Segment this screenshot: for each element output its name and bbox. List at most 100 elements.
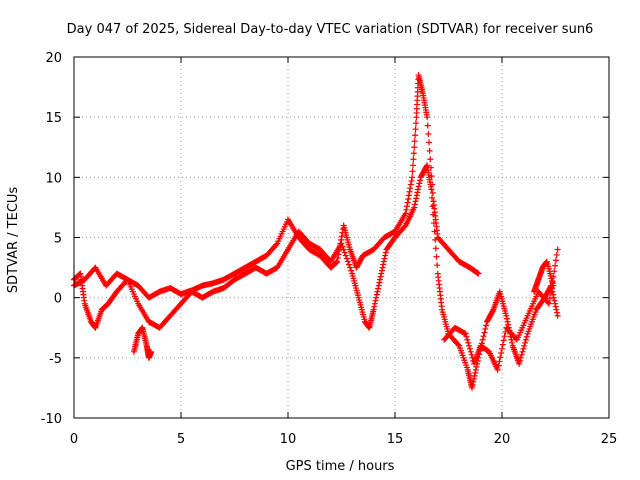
data-point (409, 168, 416, 175)
data-point (380, 261, 387, 268)
data-point (483, 322, 490, 329)
data-point (403, 206, 410, 213)
data-point (345, 261, 352, 268)
data-point (428, 186, 435, 193)
data-point (425, 131, 432, 138)
data-point (382, 252, 389, 259)
data-point (408, 177, 415, 184)
data-point (403, 203, 410, 210)
data-point (373, 294, 380, 301)
data-point (348, 267, 355, 274)
data-point (482, 325, 489, 332)
data-point (415, 183, 422, 190)
x-tick-labels: 0 5 10 15 20 25 (70, 432, 617, 447)
data-point (407, 185, 414, 192)
data-point (413, 195, 420, 202)
data-point (273, 241, 280, 248)
x-tick-label: 20 (494, 432, 511, 447)
y-tick-label: 0 (54, 292, 62, 307)
data-point (553, 251, 560, 258)
y-tick-label: -10 (41, 412, 62, 427)
data-point (471, 372, 478, 379)
data-point (412, 120, 419, 127)
x-tick-label: 0 (70, 432, 78, 447)
data-point (509, 339, 516, 346)
chart-title: Day 047 of 2025, Sidereal Day-to-day VTE… (67, 22, 594, 37)
data-point (378, 270, 385, 277)
data-point (546, 295, 553, 302)
data-point (521, 342, 528, 349)
data-point (519, 348, 526, 355)
data-point (545, 299, 552, 306)
data-point (338, 233, 345, 240)
data-point (504, 318, 511, 325)
x-tick-label: 10 (280, 432, 297, 447)
data-point (547, 289, 554, 296)
data-point (405, 195, 412, 202)
data-point (412, 198, 419, 205)
data-point (411, 201, 418, 208)
data-point (416, 180, 423, 187)
data-point (522, 339, 529, 346)
data-point (402, 210, 409, 217)
data-point (415, 186, 422, 193)
data-point (520, 345, 527, 352)
data-point (374, 288, 381, 295)
data-point (480, 333, 487, 340)
x-tick-label: 5 (177, 432, 185, 447)
data-point (501, 333, 508, 340)
y-tick-label: 15 (45, 111, 62, 126)
data-point (499, 345, 505, 352)
y-tick-label: 5 (54, 232, 62, 247)
data-point (404, 199, 411, 206)
data-point (552, 303, 559, 310)
x-axis-label: GPS time / hours (286, 459, 395, 474)
data-point (498, 350, 505, 357)
data-point (470, 375, 477, 382)
data-point (475, 270, 482, 277)
data-point (516, 357, 523, 364)
data-point (434, 262, 441, 269)
y-tick-label: -5 (49, 352, 62, 367)
data-point (468, 351, 475, 358)
data-point (412, 132, 419, 139)
data-point (430, 220, 437, 227)
data-point (406, 188, 413, 195)
axis-ticks (73, 56, 610, 419)
data-point (375, 282, 382, 289)
data-point (552, 257, 559, 264)
data-point (467, 348, 474, 355)
data-point (414, 189, 421, 196)
data-point (344, 258, 351, 265)
data-point (423, 163, 430, 170)
data-point (462, 330, 469, 337)
data-point (466, 342, 473, 349)
data-point (412, 126, 419, 133)
data-point (339, 243, 346, 250)
data-point (410, 150, 417, 157)
data-point (382, 249, 389, 256)
data-point (505, 321, 512, 328)
y-axis-label: SDTVAR / TECUs (6, 187, 21, 294)
data-point (523, 333, 530, 340)
data-point (426, 139, 433, 146)
data-point (494, 366, 501, 373)
x-tick-label: 15 (387, 432, 404, 447)
data-point (429, 189, 436, 196)
data-point (499, 341, 506, 348)
data-point (372, 297, 379, 304)
data-point (413, 192, 420, 199)
data-point (411, 204, 418, 211)
data-point (554, 312, 561, 319)
data-point (401, 223, 408, 230)
data-point (377, 276, 384, 283)
data-point (500, 337, 507, 344)
data-point (410, 156, 417, 163)
data-point (424, 122, 431, 129)
data-point (516, 360, 523, 367)
data-point (546, 300, 553, 307)
data-point (466, 345, 473, 352)
data-point (551, 297, 558, 304)
data-point (496, 358, 503, 365)
